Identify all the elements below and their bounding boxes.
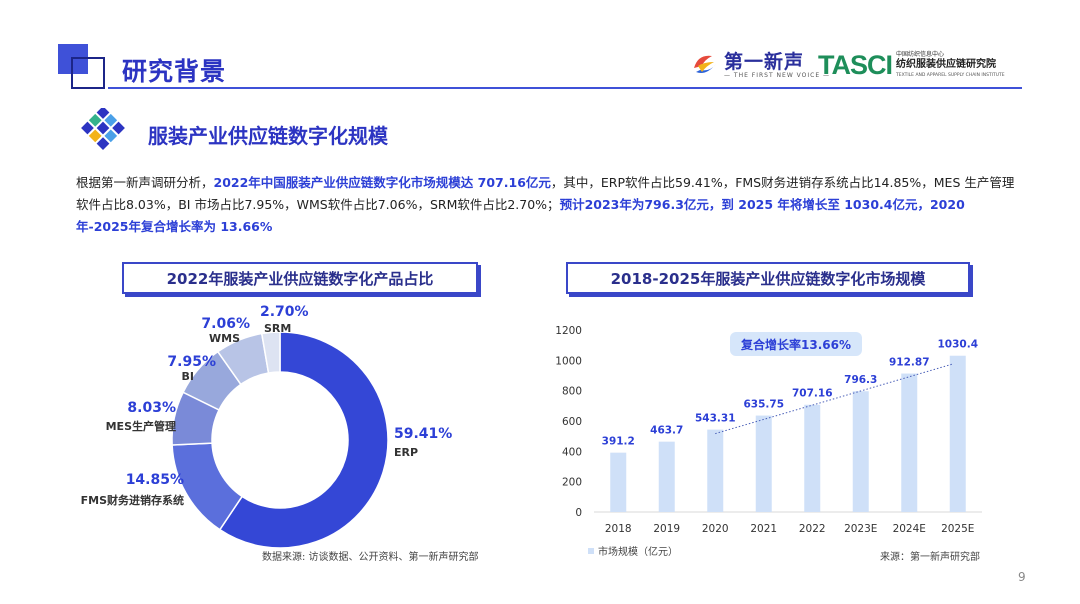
x-tick-label: 2022 (799, 523, 826, 535)
intro-paragraph: 根据第一新声调研分析，2022年中国服装产业供应链数字化市场规模达 707.16… (76, 172, 1016, 238)
donut-slice-1 (218, 331, 389, 549)
logo1-name: 第一新声 (724, 50, 805, 73)
donut-name-label: WMS (209, 332, 240, 345)
first-new-voice-logo: 第一新声 — THE FIRST NEW VOICE — (690, 48, 830, 82)
y-tick-label: 400 (562, 446, 582, 458)
donut-name-label: SRM (264, 322, 291, 335)
bar-chart-title: 2018-2025年服装产业供应链数字化市场规模 (566, 262, 970, 294)
donut-source: 数据来源: 访谈数据、公开资料、第一新声研究部 (262, 552, 479, 563)
swirl-icon (694, 55, 716, 73)
cagr-label: 复合增长率13.66% (740, 337, 851, 352)
bar-chart: 0 200 400 600 800 1000 1200 391.2 2018 463.7 2019… (555, 325, 982, 558)
section-title: 服装产业供应链数字化规模 (148, 124, 388, 148)
donut-pct-label: 8.03% (127, 400, 176, 416)
bar-value-label: 391.2 (602, 436, 635, 448)
bar-2020 (707, 429, 724, 512)
donut-chart: 59.41% ERP 14.85% FMS财务进销存系统 8.03% MES生产管理 7.9… (81, 304, 452, 549)
x-tick-label: 2025E (941, 523, 974, 535)
x-tick-label: 2019 (653, 523, 680, 535)
y-tick-label: 0 (575, 507, 582, 519)
tasci-en: TEXTILE AND APPAREL SUPPLY CHAIN INSTITU… (896, 73, 1005, 78)
bar-value-label: 543.31 (695, 413, 736, 425)
page-title: 研究背景 (122, 57, 227, 86)
bar-2023E (852, 391, 869, 512)
x-tick-label: 2024E (893, 523, 926, 535)
donut-name-label: MES生产管理 (106, 419, 176, 433)
trend-line (715, 363, 954, 435)
bar-2021 (755, 415, 772, 512)
tasci-mark: TASCI (818, 49, 893, 80)
tasci-cn: 纺织服装供应链研究院 (896, 59, 996, 70)
bar-2025E (949, 355, 966, 512)
bar-value-label: 463.7 (650, 425, 683, 437)
donut-name-label: BI (182, 370, 194, 383)
cagr-badge (730, 332, 862, 356)
bar-2024E (901, 373, 918, 512)
header-divider (108, 87, 1022, 89)
bar-value-label: 1030.4 (937, 339, 978, 351)
page-number: 9 (1018, 570, 1026, 584)
donut-chart-title: 2022年服装产业供应链数字化产品占比 (122, 262, 478, 294)
legend-swatch (588, 548, 594, 554)
intro-text-2: ，其中，ERP软件占比59.41%，FMS财务进销存系统占比14.85%，MES… (76, 175, 1015, 212)
intro-highlight-1: 2022年中国服装产业供应链数字化市场规模达 707.16亿元 (213, 175, 551, 190)
donut-name-label: FMS财务进销存系统 (81, 493, 184, 507)
bar-value-label: 796.3 (844, 374, 877, 386)
x-tick-label: 2018 (605, 523, 632, 535)
intro-text-1: 根据第一新声调研分析， (76, 175, 214, 190)
y-tick-label: 200 (562, 477, 582, 489)
tasci-logo: TASCI 中国纺织信息中心 纺织服装供应链研究院 TEXTILE AND AP… (818, 48, 1005, 82)
logo1-sub: — THE FIRST NEW VOICE — (724, 71, 831, 79)
x-tick-label: 2020 (702, 523, 729, 535)
donut-slice-6 (260, 331, 281, 374)
donut-pct-label: 14.85% (126, 472, 184, 488)
bar-2022 (804, 404, 821, 512)
title-decoration (58, 44, 105, 89)
donut-pct-label: 7.06% (201, 316, 250, 332)
x-tick-label: 2023E (844, 523, 877, 535)
donut-pct-label: 2.70% (260, 304, 309, 320)
donut-pct-label: 59.41% (394, 426, 452, 442)
intro-highlight-2: 预计2023年为796.3亿元，到 2025 年将增长至 1030.4亿元，20… (76, 197, 965, 234)
tasci-cn-small: 中国纺织信息中心 (896, 51, 945, 58)
y-tick-label: 1000 (555, 355, 582, 367)
bar-value-label: 912.87 (889, 357, 930, 369)
diamond-grid-icon (81, 108, 125, 150)
donut-pct-label: 7.95% (167, 354, 216, 370)
y-tick-label: 1200 (555, 325, 582, 337)
donut-name-label: ERP (394, 446, 418, 459)
bar-value-label: 635.75 (743, 399, 784, 411)
legend-label: 市场规模（亿元） (598, 545, 678, 558)
bar-source: 来源：第一新声研究部 (880, 552, 980, 563)
y-tick-label: 600 (562, 416, 582, 428)
bar-2019 (658, 441, 675, 512)
x-tick-label: 2021 (750, 523, 777, 535)
bar-2018 (610, 452, 627, 512)
bar-value-label: 707.16 (792, 388, 833, 400)
y-tick-label: 800 (562, 386, 582, 398)
